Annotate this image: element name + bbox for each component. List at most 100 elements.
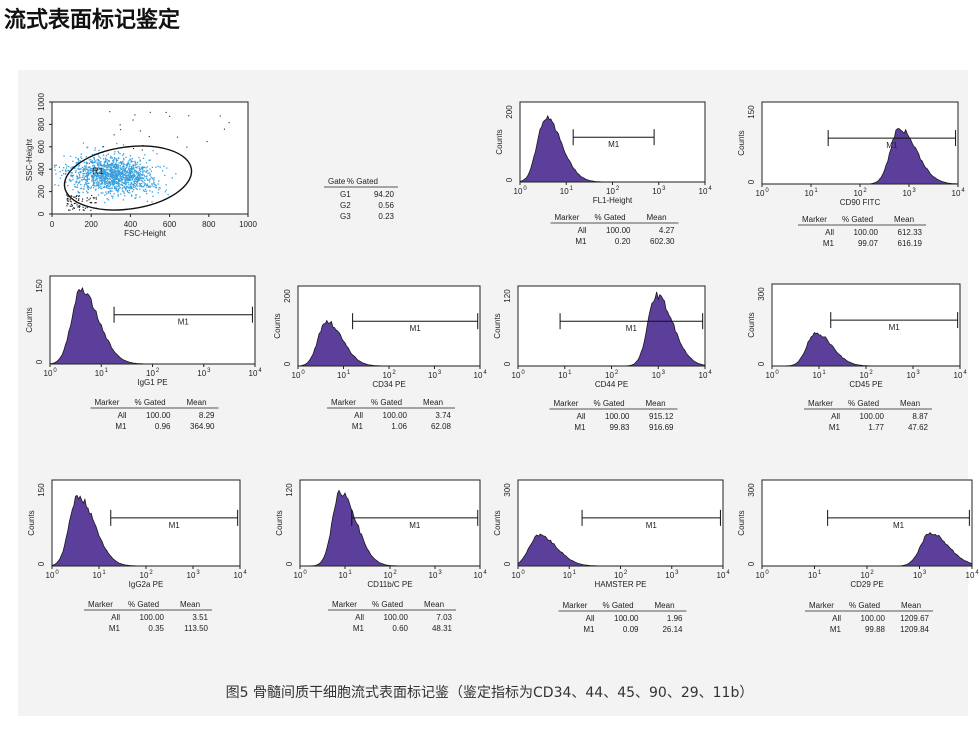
histogram-x-tick-exponent: 3 [438, 370, 442, 376]
stats-table-header: Marker [95, 398, 120, 407]
stats-table-header: Marker [554, 399, 579, 408]
stats-table-header: Mean [655, 601, 675, 610]
histogram-x-tick-label: 10 [197, 369, 206, 378]
histogram-y-label: Counts [493, 510, 502, 535]
stats-table-cell: All [355, 613, 364, 622]
histogram-x-tick-exponent: 4 [483, 370, 487, 376]
histogram-y-max-label: 150 [35, 279, 44, 293]
stats-table-cell: 100.00 [860, 412, 885, 421]
histogram-x-tick-label: 10 [854, 189, 863, 198]
histogram-x-tick-label: 10 [805, 189, 814, 198]
stats-table-cell: M1 [829, 423, 841, 432]
histogram-y-tick-label: 0 [503, 561, 512, 566]
stats-table-header: Marker [802, 215, 827, 224]
stats-table-cell: M1 [574, 423, 586, 432]
histogram-x-tick-label: 10 [699, 187, 708, 196]
histogram-x-tick-label: 10 [428, 371, 437, 380]
stats-table-cell: 47.62 [908, 423, 929, 432]
histogram-x-tick-label: 10 [294, 571, 303, 580]
histogram-x-tick-exponent: 1 [570, 186, 574, 192]
histogram-x-tick-exponent: 1 [818, 570, 822, 576]
stats-table-cell: 3.74 [435, 411, 451, 420]
stats-table-header: Mean [187, 398, 207, 407]
stats-table-header: % Gated [842, 215, 873, 224]
stats-table-cell: 100.00 [606, 226, 631, 235]
stats-table-cell: 100.00 [614, 614, 639, 623]
stats-table-cell: 612.33 [898, 228, 923, 237]
histogram-x-tick-exponent: 4 [483, 570, 487, 576]
stats-table-cell: 100.00 [861, 614, 886, 623]
histogram-x-tick-label: 10 [952, 189, 961, 198]
stats-table-header: Marker [563, 601, 588, 610]
histogram-y-max-label: 150 [37, 483, 46, 497]
gate-table-cell: G2 [340, 201, 351, 210]
stats-table-cell: All [118, 411, 127, 420]
marker-m1-label: M1 [893, 521, 905, 530]
stats-table-header: Mean [424, 600, 444, 609]
stats-table-cell: All [586, 614, 595, 623]
histogram-x-tick-label: 10 [813, 371, 822, 380]
histogram-x-tick-exponent: 4 [961, 188, 965, 194]
histogram-x-tick-label: 10 [699, 371, 708, 380]
stats-table-cell: 99.07 [858, 239, 879, 248]
histogram-x-tick-label: 10 [606, 187, 615, 196]
stats-table-cell: All [354, 411, 363, 420]
stats-table-cell: M1 [353, 624, 365, 633]
histogram-x-tick-label: 10 [652, 187, 661, 196]
histogram-x-tick-exponent: 3 [923, 570, 927, 576]
stats-table-header: % Gated [848, 399, 879, 408]
gate-r1-ellipse [63, 145, 193, 211]
histogram-x-tick-exponent: 3 [438, 570, 442, 576]
histogram-x-tick-label: 10 [860, 371, 869, 380]
histogram-x-tick-label: 10 [954, 371, 963, 380]
stats-table-cell: 916.69 [649, 423, 674, 432]
histogram-x-tick-label: 10 [474, 571, 483, 580]
histogram-x-tick-exponent: 0 [303, 570, 307, 576]
histogram-x-tick-label: 10 [384, 571, 393, 580]
histogram-x-tick-exponent: 4 [963, 370, 967, 376]
histogram-x-tick-label: 10 [46, 571, 55, 580]
histogram-y-tick-label: 0 [747, 179, 756, 184]
stats-table-cell: 26.14 [662, 625, 683, 634]
histogram-x-tick-label: 10 [44, 369, 53, 378]
histogram-y-max-label: 300 [757, 287, 766, 301]
histogram-x-tick-label: 10 [93, 571, 102, 580]
stats-table-cell: 1.96 [667, 614, 683, 623]
histogram-y-label: Counts [737, 510, 746, 535]
histogram-x-tick-exponent: 2 [149, 570, 153, 576]
gate-table-header: Gate [328, 177, 346, 186]
histogram-distribution [518, 291, 706, 367]
histogram-x-label: CD44 PE [595, 380, 628, 389]
histogram-x-tick-label: 10 [512, 371, 521, 380]
stats-table-header: Mean [901, 601, 921, 610]
gate-table-cell: G1 [340, 190, 351, 199]
histogram-y-tick-label: 0 [747, 561, 756, 566]
histogram-x-tick-label: 10 [187, 571, 196, 580]
histogram-y-tick-label: 0 [35, 359, 44, 364]
stats-table-header: Mean [646, 399, 666, 408]
stats-table-cell: All [832, 614, 841, 623]
scatter-x-tick-label: 1000 [239, 220, 257, 229]
stats-table-cell: 915.12 [649, 412, 674, 421]
stats-table-cell: 1.06 [391, 422, 407, 431]
histogram-x-tick-label: 10 [514, 187, 523, 196]
scatter-y-label: SSC-Height [25, 138, 34, 181]
stats-table-cell: 0.20 [615, 237, 631, 246]
histogram-x-tick-exponent: 0 [765, 188, 769, 194]
histogram-x-tick-exponent: 2 [156, 368, 160, 374]
scatter-y-tick-label: 400 [37, 162, 46, 176]
histogram-x-tick-label: 10 [429, 571, 438, 580]
stats-table-header: % Gated [135, 398, 166, 407]
histogram-y-max-label: 150 [747, 105, 756, 119]
histogram-x-tick-exponent: 1 [568, 370, 572, 376]
histogram-x-tick-label: 10 [903, 189, 912, 198]
histogram-y-label: Counts [27, 510, 36, 535]
stats-table-cell: M1 [583, 625, 595, 634]
stats-table-header: Marker [809, 601, 834, 610]
scatter-y-tick-label: 600 [37, 140, 46, 154]
histogram-x-tick-label: 10 [665, 571, 674, 580]
histogram-x-label: CD29 PE [850, 580, 883, 589]
stats-table-cell: 0.96 [155, 422, 171, 431]
marker-m1-label: M1 [626, 324, 638, 333]
